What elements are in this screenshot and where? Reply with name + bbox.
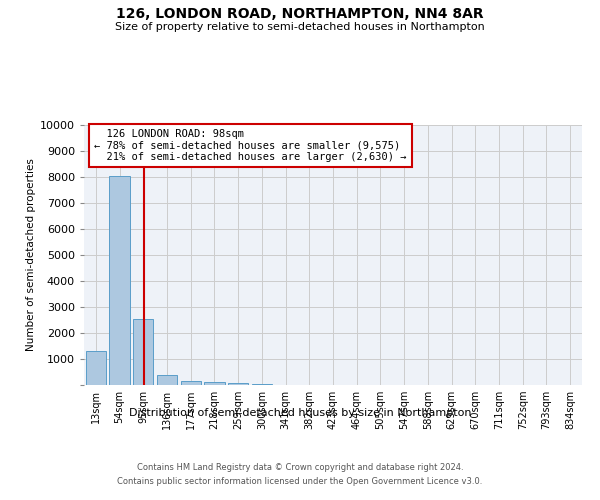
Text: Distribution of semi-detached houses by size in Northampton: Distribution of semi-detached houses by … (129, 408, 471, 418)
Text: Contains public sector information licensed under the Open Government Licence v3: Contains public sector information licen… (118, 478, 482, 486)
Text: Contains HM Land Registry data © Crown copyright and database right 2024.: Contains HM Land Registry data © Crown c… (137, 462, 463, 471)
Bar (86, 351, 106, 385)
Bar (205, 382, 224, 385)
Text: 126 LONDON ROAD: 98sqm
← 78% of semi-detached houses are smaller (9,575)
  21% o: 126 LONDON ROAD: 98sqm ← 78% of semi-det… (94, 129, 406, 162)
Y-axis label: Number of semi-detached properties: Number of semi-detached properties (26, 158, 36, 352)
Text: 126, LONDON ROAD, NORTHAMPTON, NN4 8AR: 126, LONDON ROAD, NORTHAMPTON, NN4 8AR (116, 8, 484, 22)
Text: Size of property relative to semi-detached houses in Northampton: Size of property relative to semi-detach… (115, 22, 485, 32)
Bar (228, 384, 248, 385)
Bar (181, 381, 201, 385)
Bar (109, 176, 130, 385)
Bar (157, 374, 177, 385)
Bar (252, 384, 272, 385)
Bar (133, 320, 154, 385)
